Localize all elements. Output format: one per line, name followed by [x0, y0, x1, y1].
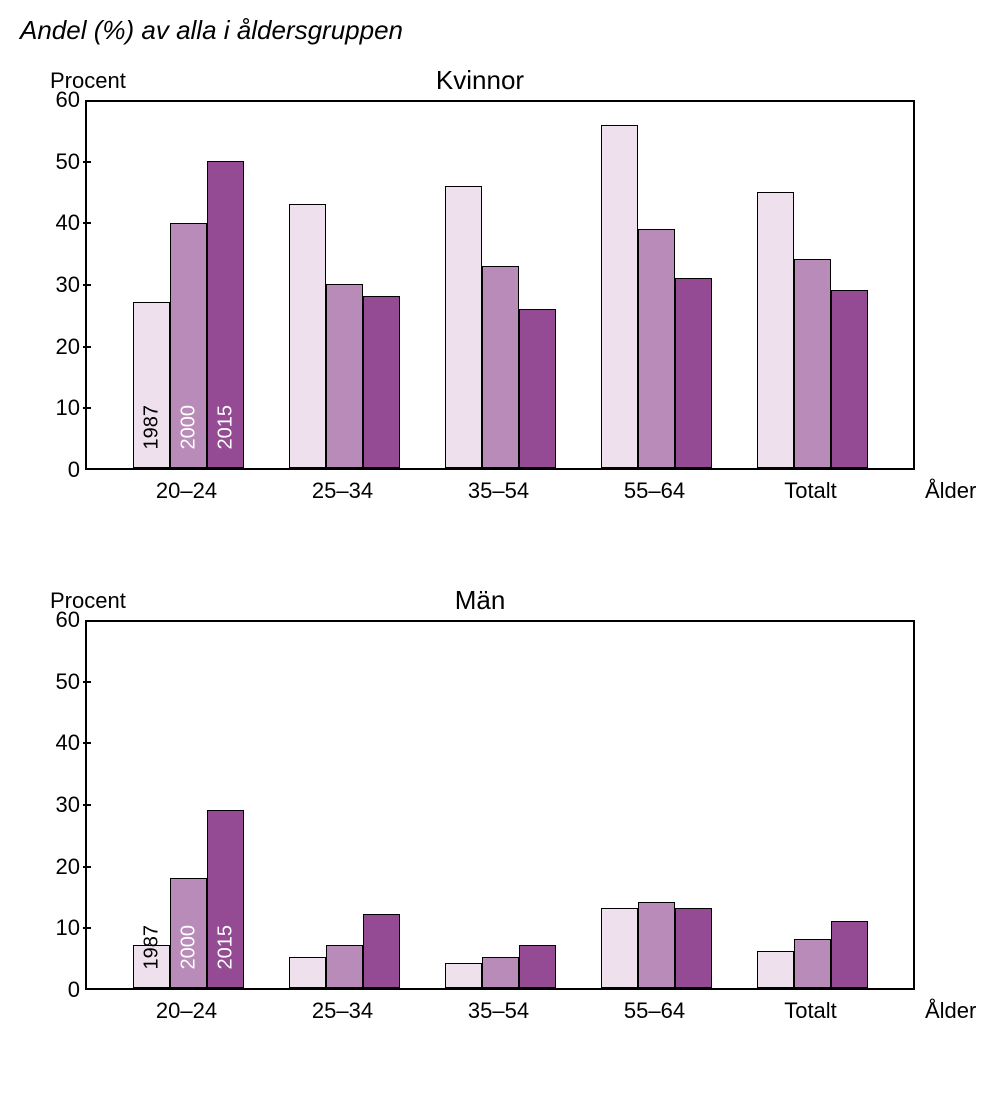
ytick-label: 20: [56, 334, 80, 360]
xtick-label: 35–54: [468, 998, 529, 1024]
bar: [482, 957, 519, 988]
bar: [638, 229, 675, 468]
bar: 2015: [207, 161, 244, 468]
ytick-label: 50: [56, 149, 80, 175]
chart-title: Kvinnor: [20, 65, 940, 96]
ytick-mark: [83, 284, 91, 286]
bar: [519, 309, 556, 468]
bar-year-label: 1987: [140, 925, 163, 970]
bar: [675, 908, 712, 988]
ytick-mark: [83, 346, 91, 348]
ytick-mark: [83, 742, 91, 744]
ytick-mark: [83, 161, 91, 163]
xtick-label: 20–24: [156, 998, 217, 1024]
bar-year-label: 1987: [140, 405, 163, 450]
ytick-label: 60: [56, 607, 80, 633]
bar: 1987: [133, 945, 170, 988]
ytick-label: 40: [56, 730, 80, 756]
bar: [757, 951, 794, 988]
page-root: Andel (%) av alla i åldersgruppen Procen…: [0, 0, 983, 1117]
xtick-label: Totalt: [784, 998, 837, 1024]
ytick-label: 60: [56, 87, 80, 113]
bar: [289, 957, 326, 988]
xtick-label: 55–64: [624, 478, 685, 504]
bar: [757, 192, 794, 468]
bar: [601, 125, 638, 468]
bar: [831, 290, 868, 468]
ytick-label: 20: [56, 854, 80, 880]
bar: [363, 914, 400, 988]
xtick-label: 55–64: [624, 998, 685, 1024]
bar: 1987: [133, 302, 170, 468]
bar-year-label: 2000: [177, 925, 200, 970]
bar: [675, 278, 712, 468]
ytick-label: 10: [56, 395, 80, 421]
ytick-label: 50: [56, 669, 80, 695]
bar: [519, 945, 556, 988]
chart-block-1: ProcentMän198720002015010203040506020–24…: [20, 590, 940, 1040]
ytick-mark: [83, 407, 91, 409]
plot-area: 1987 2000 2015: [85, 620, 915, 990]
bar: 2000: [170, 878, 207, 988]
ytick-label: 30: [56, 792, 80, 818]
bar: 2015: [207, 810, 244, 988]
ytick-label: 10: [56, 915, 80, 941]
ytick-mark: [83, 927, 91, 929]
bar: [326, 945, 363, 988]
xtick-label: 25–34: [312, 478, 373, 504]
bar: [482, 266, 519, 468]
ytick-mark: [83, 681, 91, 683]
plot-area: 1987 2000 2015: [85, 100, 915, 470]
main-title: Andel (%) av alla i åldersgruppen: [20, 15, 403, 46]
ytick-label: 30: [56, 272, 80, 298]
ytick-label: 0: [68, 457, 80, 483]
bar: 2000: [170, 223, 207, 468]
ytick-mark: [83, 866, 91, 868]
bar: [289, 204, 326, 468]
x-axis-title: Ålder: [925, 998, 976, 1024]
bar: [638, 902, 675, 988]
bar: [445, 963, 482, 988]
bar: [445, 186, 482, 468]
xtick-label: 35–54: [468, 478, 529, 504]
xtick-label: 25–34: [312, 998, 373, 1024]
ytick-mark: [83, 222, 91, 224]
bar: [363, 296, 400, 468]
bar-year-label: 2000: [177, 405, 200, 450]
ytick-mark: [83, 804, 91, 806]
bar: [794, 259, 831, 468]
bar-year-label: 2015: [214, 925, 237, 970]
ytick-label: 40: [56, 210, 80, 236]
x-axis-title: Ålder: [925, 478, 976, 504]
bar: [831, 921, 868, 988]
chart-block-0: ProcentKvinnor19872000201501020304050602…: [20, 70, 940, 520]
ytick-label: 0: [68, 977, 80, 1003]
xtick-label: 20–24: [156, 478, 217, 504]
chart-title: Män: [20, 585, 940, 616]
bar: [794, 939, 831, 988]
xtick-label: Totalt: [784, 478, 837, 504]
bar: [601, 908, 638, 988]
bar-year-label: 2015: [214, 405, 237, 450]
bar: [326, 284, 363, 468]
